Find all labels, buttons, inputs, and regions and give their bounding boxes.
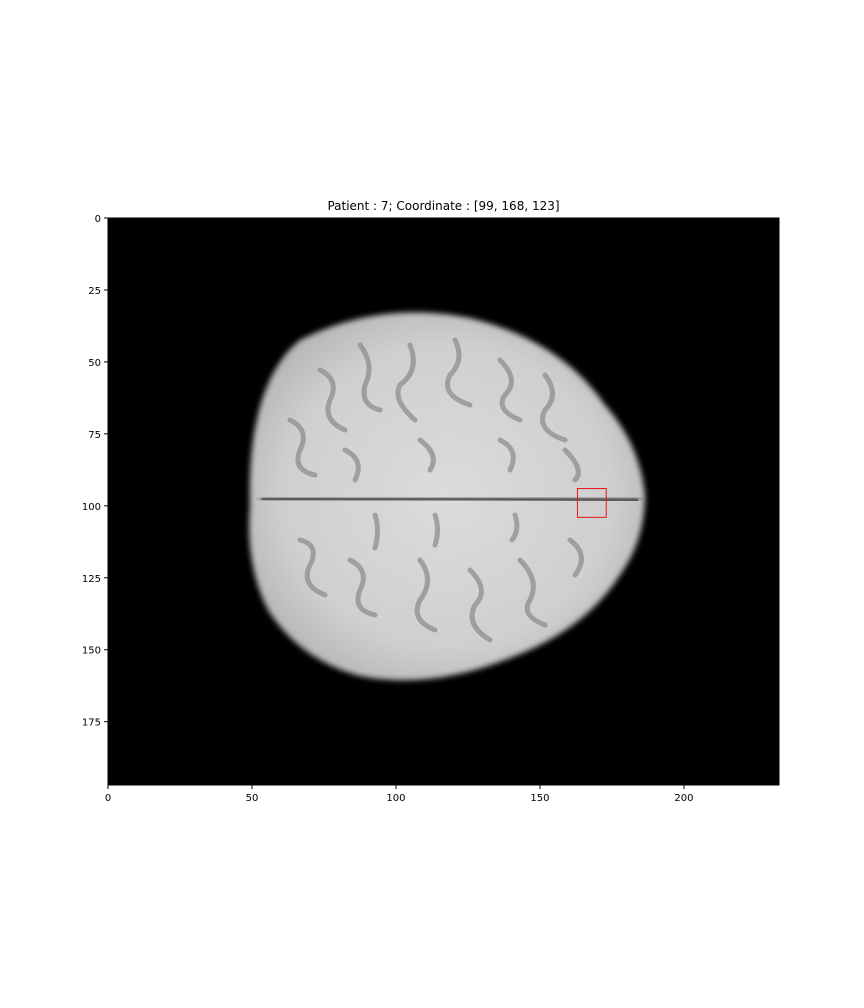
x-tick-label: 200	[674, 793, 693, 804]
x-tick-label: 50	[246, 793, 259, 804]
axes-frame	[107, 217, 780, 786]
y-tick-label: 25	[88, 286, 101, 297]
y-tick-label: 50	[88, 358, 101, 369]
x-tick-label: 100	[386, 793, 405, 804]
y-tick-label: 75	[88, 430, 101, 441]
y-tick-label: 125	[82, 574, 101, 585]
x-tick-label: 150	[530, 793, 549, 804]
x-axis: 0 50 100 150 200	[105, 785, 694, 804]
y-tick-label: 150	[82, 646, 101, 657]
y-axis: 0 25 50 75 100 125 150 175	[82, 214, 108, 729]
brain-slice	[249, 312, 645, 681]
roi-marker	[576, 488, 607, 518]
x-tick-label: 0	[105, 793, 111, 804]
y-tick-label: 0	[95, 214, 101, 225]
y-tick-label: 175	[82, 718, 101, 729]
y-tick-label: 100	[82, 502, 101, 513]
plot-title: Patient : 7; Coordinate : [99, 168, 123]	[327, 199, 560, 213]
